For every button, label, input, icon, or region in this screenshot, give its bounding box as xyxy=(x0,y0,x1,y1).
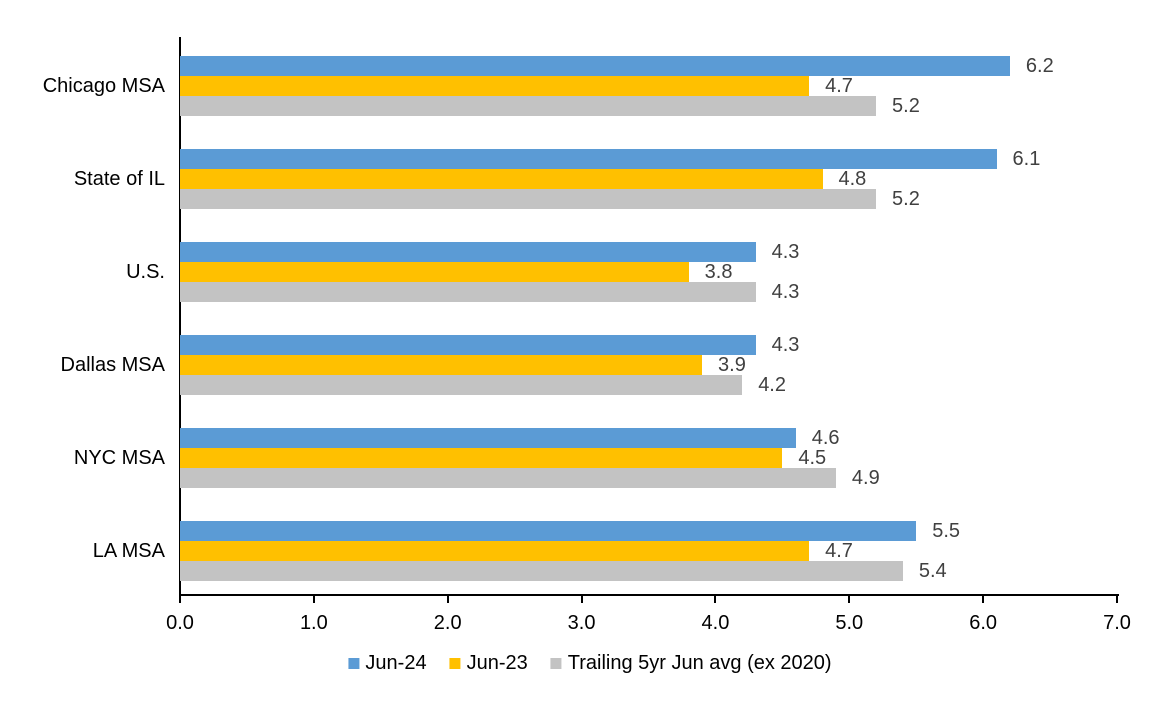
legend-swatch-trailing-5yr-jun-avg-ex-2020-icon xyxy=(550,657,562,669)
x-tick-label-0.0: 0.0 xyxy=(166,612,194,634)
y-axis-line xyxy=(178,37,181,596)
category-label-nyc-msa: NYC MSA xyxy=(73,446,165,469)
category-label-state-of-il: State of IL xyxy=(73,167,165,190)
value-label-trailing-5yr-jun-avg-ex-2020-u-s: 4.3 xyxy=(771,280,800,303)
x-tick-3.0 xyxy=(580,594,583,603)
bar-jun-24-nyc-msa xyxy=(180,428,796,448)
bar-jun-23-nyc-msa xyxy=(180,448,783,468)
x-tick-label-4.0: 4.0 xyxy=(701,612,730,634)
value-label-jun-23-u-s: 3.8 xyxy=(704,260,733,283)
bar-jun-23-la-msa xyxy=(180,541,810,561)
value-label-trailing-5yr-jun-avg-ex-2020-state-of-il: 5.2 xyxy=(892,187,920,210)
legend: Jun-24 Jun-23 Trailing 5yr Jun avg (ex 202… xyxy=(348,650,832,676)
value-label-jun-23-dallas-msa: 3.9 xyxy=(718,353,746,376)
bar-jun-24-state-of-il xyxy=(180,149,997,169)
value-label-jun-24-nyc-msa: 4.6 xyxy=(811,426,840,449)
legend-item-jun-24: Jun-24 xyxy=(348,651,427,675)
bar-jun-23-dallas-msa xyxy=(180,355,703,375)
x-tick-label-6.0: 6.0 xyxy=(969,612,998,634)
x-tick-0.0 xyxy=(179,594,181,603)
x-axis-line xyxy=(178,594,1119,596)
x-tick-label-2.0: 2.0 xyxy=(433,612,462,634)
legend-swatch-jun-24-icon xyxy=(348,657,360,669)
bar-jun-24-la-msa xyxy=(180,521,917,541)
x-tick-1.0 xyxy=(312,594,315,603)
bar-jun-24-dallas-msa xyxy=(180,335,756,355)
value-label-jun-24-dallas-msa: 4.3 xyxy=(771,333,800,356)
x-tick-label-1.0: 1.0 xyxy=(299,612,328,634)
value-label-trailing-5yr-jun-avg-ex-2020-la-msa: 5.4 xyxy=(918,559,947,582)
value-label-jun-23-la-msa: 4.7 xyxy=(825,539,853,562)
value-label-trailing-5yr-jun-avg-ex-2020-nyc-msa: 4.9 xyxy=(851,466,880,489)
bar-trailing-5yr-jun-avg-ex-2020-state-of-il xyxy=(180,189,877,209)
bar-trailing-5yr-jun-avg-ex-2020-nyc-msa xyxy=(180,468,836,488)
value-label-jun-24-u-s: 4.3 xyxy=(771,240,800,263)
legend-label-trailing-5yr-jun-avg-ex-2020: Trailing 5yr Jun avg (ex 2020) xyxy=(567,651,832,674)
value-label-jun-23-state-of-il: 4.8 xyxy=(838,167,867,190)
x-tick-5.0 xyxy=(848,594,851,603)
category-label-dallas-msa: Dallas MSA xyxy=(60,353,165,376)
bar-jun-24-chicago-msa xyxy=(180,56,1010,76)
x-tick-label-3.0: 3.0 xyxy=(567,612,596,634)
bar-trailing-5yr-jun-avg-ex-2020-chicago-msa xyxy=(180,96,877,116)
legend-item-jun-23: Jun-23 xyxy=(449,651,528,675)
value-label-jun-23-chicago-msa: 4.7 xyxy=(825,74,853,97)
category-label-la-msa: LA MSA xyxy=(92,539,165,562)
x-tick-label-7.0: 7.0 xyxy=(1103,612,1131,634)
bar-trailing-5yr-jun-avg-ex-2020-la-msa xyxy=(180,561,903,581)
legend-swatch-jun-23-icon xyxy=(449,657,461,669)
legend-item-trailing-5yr-jun-avg-ex-2020: Trailing 5yr Jun avg (ex 2020) xyxy=(550,651,832,675)
bar-jun-23-u-s xyxy=(180,262,689,282)
value-label-jun-24-chicago-msa: 6.2 xyxy=(1025,54,1054,77)
legend-label-jun-23: Jun-23 xyxy=(466,651,528,674)
bar-trailing-5yr-jun-avg-ex-2020-dallas-msa xyxy=(180,375,743,395)
category-label-u-s: U.S. xyxy=(126,260,165,283)
x-tick-2.0 xyxy=(446,594,449,603)
x-tick-4.0 xyxy=(714,594,717,603)
x-tick-label-5.0: 5.0 xyxy=(835,612,864,634)
value-label-jun-24-la-msa: 5.5 xyxy=(932,519,961,542)
x-tick-6.0 xyxy=(982,594,985,603)
legend-label-jun-24: Jun-24 xyxy=(365,651,427,674)
bar-jun-24-u-s xyxy=(180,242,756,262)
value-label-trailing-5yr-jun-avg-ex-2020-chicago-msa: 5.2 xyxy=(892,94,920,117)
value-label-jun-23-nyc-msa: 4.5 xyxy=(798,446,827,469)
value-label-trailing-5yr-jun-avg-ex-2020-dallas-msa: 4.2 xyxy=(758,373,786,396)
bar-jun-23-chicago-msa xyxy=(180,76,810,96)
bar-jun-23-state-of-il xyxy=(180,169,823,189)
x-tick-7.0 xyxy=(1116,594,1118,603)
category-label-chicago-msa: Chicago MSA xyxy=(42,74,165,97)
bar-trailing-5yr-jun-avg-ex-2020-u-s xyxy=(180,282,756,302)
value-label-jun-24-state-of-il: 6.1 xyxy=(1012,147,1041,170)
